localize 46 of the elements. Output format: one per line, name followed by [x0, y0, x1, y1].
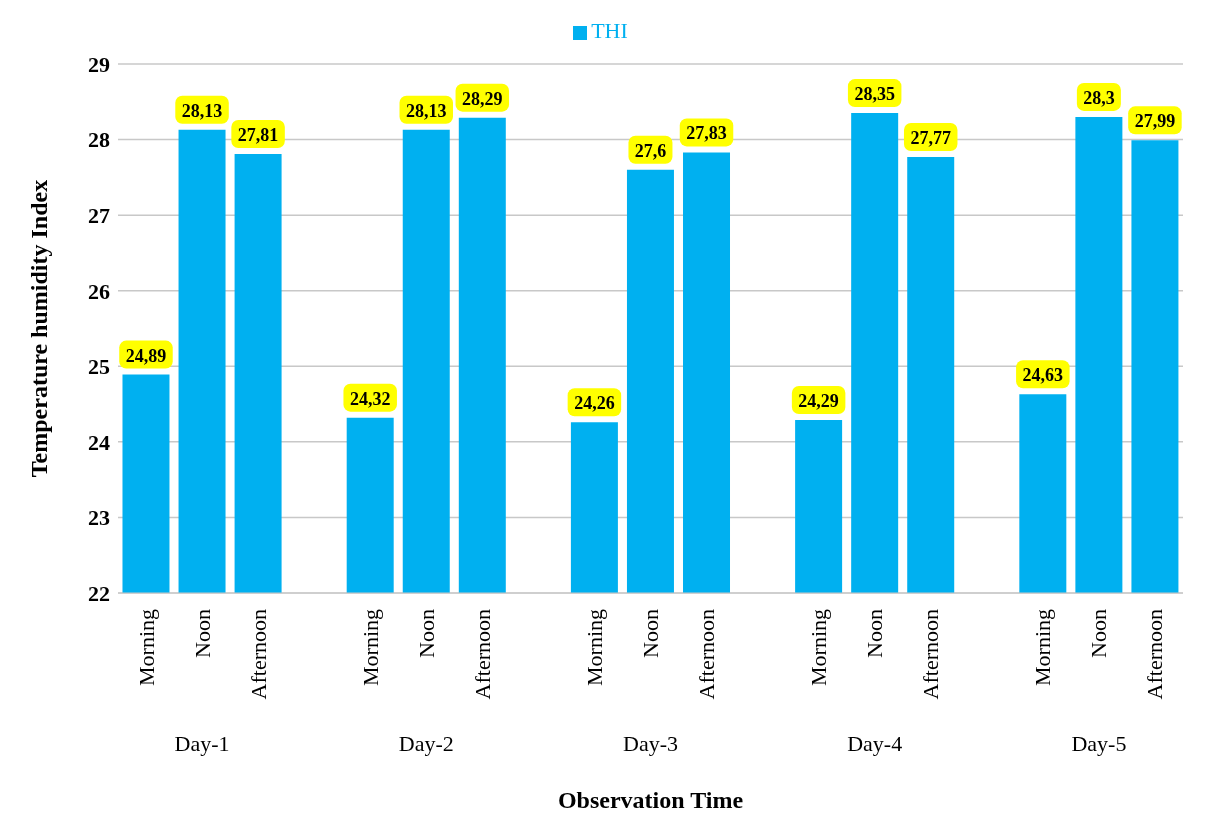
data-label: 27,81	[237, 124, 279, 145]
x-tick-label: Morning	[806, 609, 832, 686]
x-tick-label: Morning	[133, 609, 159, 686]
y-tick-label: 27	[88, 202, 110, 228]
y-tick-label: 28	[88, 127, 110, 153]
data-label: 24,63	[1022, 365, 1064, 386]
data-label: 28,13	[181, 100, 223, 121]
x-tick-label: Afternoon	[469, 609, 495, 700]
data-label: 27,83	[686, 123, 727, 144]
text: Day-4	[847, 731, 903, 756]
x-tick-label: Afternoon	[1142, 609, 1168, 700]
text: Day-1	[174, 731, 230, 756]
data-label: 28,29	[462, 88, 503, 109]
x-tick-label: Morning	[581, 609, 607, 686]
y-tick-label: 26	[88, 278, 110, 304]
data-label: 28,13	[406, 100, 447, 121]
x-tick-label: Afternoon	[918, 609, 944, 700]
data-label: 28,3	[1083, 87, 1115, 108]
y-tick-label: 23	[88, 505, 110, 531]
x-tick-label: Afternoon	[245, 609, 271, 700]
data-label: 24,89	[125, 345, 167, 366]
x-axis-title: Observation Time	[557, 787, 744, 813]
data-label: 28,35	[854, 84, 895, 105]
data-label: 27,6	[634, 140, 667, 161]
text: Day-2	[398, 731, 454, 756]
text: Day-5	[1071, 731, 1127, 756]
y-tick-label: 24	[88, 429, 110, 455]
x-tick-label: Afternoon	[694, 609, 720, 700]
x-tick-label: Noon	[862, 609, 888, 658]
y-axis-title: Temperature humidity Index	[25, 179, 52, 478]
data-label: 27,77	[910, 127, 951, 148]
data-label: 24,29	[798, 390, 839, 411]
x-tick-label: Morning	[1030, 609, 1056, 686]
x-tick-label: Morning	[357, 609, 383, 686]
y-tick-label: 29	[88, 51, 110, 77]
x-tick-label: Noon	[1086, 609, 1112, 658]
y-tick-label: 22	[88, 580, 110, 606]
data-label: 24,26	[574, 393, 615, 414]
y-tick-label: 25	[88, 354, 110, 380]
x-tick-label: Noon	[413, 609, 439, 658]
x-tick-label: Noon	[189, 609, 215, 658]
text: Day-3	[623, 731, 678, 756]
data-label: 24,32	[349, 388, 391, 409]
legend-label: THI	[591, 18, 628, 43]
data-label: 27,99	[1134, 111, 1176, 132]
x-tick-label: Noon	[638, 609, 663, 658]
